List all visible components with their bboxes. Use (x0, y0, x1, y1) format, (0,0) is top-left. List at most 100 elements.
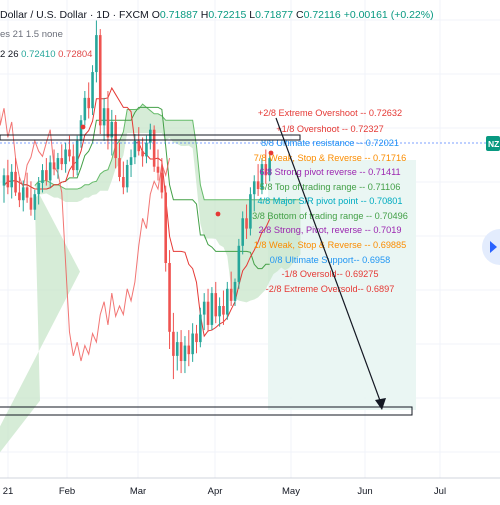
candle (237, 238, 241, 289)
candle (268, 151, 271, 182)
candle (164, 185, 167, 272)
candle (14, 158, 17, 196)
mm-line-3: 7/8 Weak, Stop & Reverse -- 0.71716 (254, 153, 407, 163)
candle (83, 91, 87, 126)
candle-body (64, 149, 67, 165)
ohlc-open: 0.71887 (159, 9, 198, 21)
candle-body (226, 288, 229, 315)
candle-body (37, 183, 40, 195)
candle (141, 137, 144, 167)
candle-body (95, 35, 98, 73)
x-label-apr: Apr (207, 486, 223, 497)
mm-line-8: 2/8 Strong, Pivot, reverse -- 0.7019 (259, 225, 402, 235)
candle (202, 293, 206, 331)
candle (137, 127, 141, 156)
user-drawings: NZ (0, 117, 500, 416)
candle (29, 181, 33, 216)
candle (179, 330, 183, 374)
candle-body (72, 156, 75, 171)
candle (91, 65, 94, 116)
candle (21, 180, 25, 212)
candle-body (179, 342, 183, 362)
indicator-2-params: 2 26 (0, 49, 19, 60)
candle (187, 330, 191, 367)
candle-body (229, 288, 233, 301)
candle-body (52, 162, 56, 170)
candle-body (133, 140, 137, 158)
candle (195, 324, 198, 354)
candle-body (245, 218, 248, 229)
candle-body (264, 164, 268, 176)
candle (41, 164, 44, 193)
candle (252, 175, 256, 212)
candle (10, 164, 13, 199)
x-label-mar: Mar (129, 486, 147, 497)
mm-line-4: 6/8 Strong pivot reverse -- 0.71411 (259, 167, 400, 177)
projection-arrow-line (275, 117, 383, 407)
candle (48, 155, 52, 188)
candle-body (252, 181, 256, 195)
mm-line-5: 5/8 Top of trading range -- 0.71106 (260, 182, 401, 192)
resistance-box (0, 134, 301, 141)
candle-body (122, 177, 125, 188)
candle-body (118, 158, 121, 177)
candle-body (21, 187, 25, 201)
x-label-jan: 21 (2, 486, 14, 497)
ohlc-high: 0.72215 (208, 9, 247, 21)
candle-body (187, 345, 191, 355)
candle-body (68, 149, 71, 157)
x-label-may: May (282, 486, 300, 497)
candle (210, 287, 214, 331)
ohlc-close-label: C (295, 9, 304, 21)
candle (52, 149, 56, 176)
candle (175, 331, 179, 371)
candle-body (129, 157, 133, 165)
x-label-feb: Feb (58, 486, 76, 497)
candle (260, 158, 264, 195)
event-marker-1 (215, 211, 221, 217)
candle-body (175, 342, 179, 356)
markers (80, 124, 274, 217)
candle-body (45, 170, 48, 181)
candle-body (125, 164, 129, 188)
candle (98, 29, 102, 134)
candle (214, 281, 218, 324)
candle-body (2, 175, 6, 186)
candle (6, 159, 10, 195)
candle-body (87, 97, 90, 109)
expand-arrow-icon (490, 241, 497, 253)
candle-body (256, 181, 260, 190)
x-label-jul: Jul (433, 486, 447, 497)
candle (2, 168, 6, 203)
candle (133, 134, 137, 165)
indicator-1-label: es 21 1.5 none (0, 29, 63, 40)
symbol-header: Dollar / U.S. Dollar · 1D · FXCM O0.7188… (0, 9, 434, 21)
candle (256, 164, 260, 196)
candle (64, 142, 67, 173)
candle-body (218, 306, 221, 317)
indicator-legend-2[interactable]: 2 26 0.72410 0.72804 (0, 49, 92, 60)
candle-body (160, 172, 164, 193)
candle-body (91, 72, 94, 109)
candle-body (168, 263, 171, 332)
candle (183, 336, 187, 374)
candle-body (149, 129, 152, 143)
x-label-jun: Jun (357, 486, 373, 497)
candle-body (48, 162, 52, 181)
candle (18, 177, 21, 208)
lagging-line (0, 108, 171, 362)
candle (218, 297, 221, 327)
candle-body (14, 171, 17, 193)
indicator-legend-1[interactable]: es 21 1.5 none (0, 29, 63, 40)
candle-body (102, 108, 106, 126)
candle-body (241, 218, 244, 246)
candle-body (233, 281, 237, 301)
candle-body (41, 170, 44, 184)
candle-body (98, 35, 102, 126)
candle (149, 123, 152, 150)
ohlc-low: 0.71877 (255, 9, 294, 21)
candle-body (237, 245, 241, 282)
candles (2, 20, 271, 380)
mm-line-9: 1/8 Weak, Stop & Reverse -- 0.69885 (254, 240, 407, 250)
